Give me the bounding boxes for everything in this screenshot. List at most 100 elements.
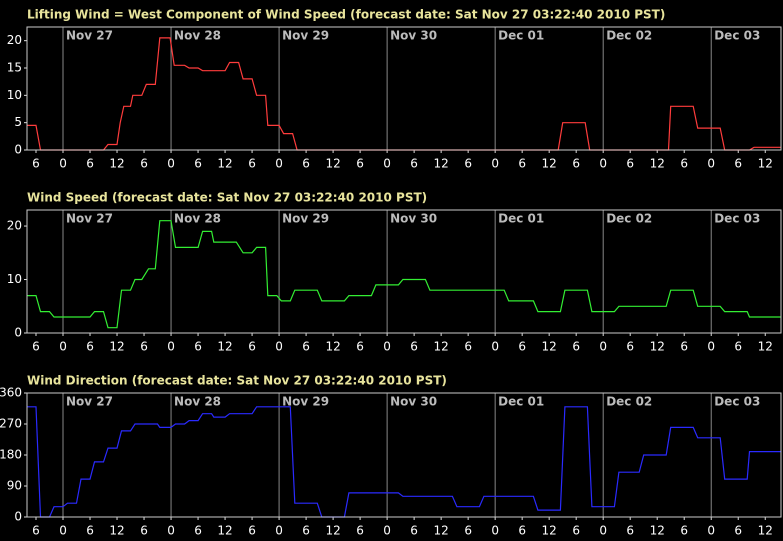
x-tick-label: 12 <box>650 340 665 354</box>
day-label: Dec 03 <box>714 395 760 409</box>
x-tick-label: 0 <box>707 524 715 538</box>
x-tick-label: 12 <box>217 340 232 354</box>
x-tick-label: 0 <box>383 340 391 354</box>
x-tick-label: 12 <box>758 524 773 538</box>
x-tick-label: 6 <box>248 340 256 354</box>
x-tick-label: 12 <box>325 340 340 354</box>
x-tick-label: 12 <box>325 524 340 538</box>
x-tick-label: 6 <box>194 524 202 538</box>
data-line <box>27 406 781 518</box>
y-tick-label: 360 <box>0 386 22 400</box>
x-tick-label: 12 <box>542 524 557 538</box>
x-tick-label: 6 <box>734 524 742 538</box>
x-tick-label: 0 <box>167 157 175 171</box>
x-tick-label: 0 <box>707 157 715 171</box>
x-tick-label: 6 <box>572 340 580 354</box>
y-tick-label: 90 <box>7 479 22 493</box>
y-tick-label: 0 <box>14 510 22 524</box>
x-tick-label: 12 <box>758 340 773 354</box>
x-tick-label: 6 <box>86 340 94 354</box>
x-tick-label: 6 <box>140 524 148 538</box>
x-tick-label: 0 <box>491 340 499 354</box>
plot-frame <box>26 392 782 518</box>
chart-title: Wind Speed (forecast date: Sat Nov 27 03… <box>27 191 427 205</box>
x-tick-label: 6 <box>464 157 472 171</box>
day-label: Nov 27 <box>66 395 113 409</box>
x-tick-label: 6 <box>140 157 148 171</box>
x-tick-label: 0 <box>275 524 283 538</box>
x-tick-label: 12 <box>325 157 340 171</box>
x-tick-label: 6 <box>356 524 364 538</box>
x-tick-label: 6 <box>626 340 634 354</box>
day-label: Nov 29 <box>282 212 329 226</box>
x-tick-label: 6 <box>464 340 472 354</box>
y-tick-label: 0 <box>14 326 22 340</box>
x-tick-label: 0 <box>599 340 607 354</box>
x-tick-label: 0 <box>599 157 607 171</box>
x-tick-label: 12 <box>109 157 124 171</box>
x-tick-label: 6 <box>302 157 310 171</box>
y-tick-label: 10 <box>7 88 22 102</box>
x-tick-label: 6 <box>626 524 634 538</box>
plot-frame <box>26 26 782 151</box>
day-label: Dec 01 <box>498 29 544 43</box>
y-tick-label: 20 <box>7 33 22 47</box>
x-tick-label: 0 <box>491 157 499 171</box>
data-line <box>27 37 781 151</box>
x-tick-label: 6 <box>32 157 40 171</box>
x-tick-label: 6 <box>680 340 688 354</box>
x-tick-label: 6 <box>572 524 580 538</box>
day-label: Nov 30 <box>390 29 437 43</box>
x-tick-label: 6 <box>194 157 202 171</box>
x-tick-label: 6 <box>518 524 526 538</box>
x-tick-label: 6 <box>32 524 40 538</box>
x-tick-label: 6 <box>464 524 472 538</box>
x-tick-label: 0 <box>707 340 715 354</box>
day-label: Dec 02 <box>606 212 652 226</box>
x-tick-label: 6 <box>86 157 94 171</box>
day-label: Dec 02 <box>606 395 652 409</box>
day-label: Nov 28 <box>174 395 221 409</box>
x-tick-label: 6 <box>356 157 364 171</box>
chart-title: Wind Direction (forecast date: Sat Nov 2… <box>27 374 447 388</box>
x-tick-label: 12 <box>650 524 665 538</box>
x-tick-label: 6 <box>86 524 94 538</box>
x-tick-label: 0 <box>275 340 283 354</box>
day-label: Nov 27 <box>66 212 113 226</box>
x-tick-label: 6 <box>734 340 742 354</box>
chart-title: Lifting Wind = West Component of Wind Sp… <box>27 8 665 22</box>
x-tick-label: 0 <box>59 340 67 354</box>
x-tick-label: 0 <box>275 157 283 171</box>
day-label: Nov 29 <box>282 29 329 43</box>
x-tick-label: 6 <box>410 524 418 538</box>
x-tick-label: 6 <box>194 340 202 354</box>
x-tick-label: 12 <box>433 524 448 538</box>
x-tick-label: 6 <box>356 340 364 354</box>
x-tick-label: 6 <box>572 157 580 171</box>
y-tick-label: 20 <box>7 219 22 233</box>
x-tick-label: 0 <box>383 157 391 171</box>
plot-frame <box>26 209 782 334</box>
x-tick-label: 6 <box>680 157 688 171</box>
x-tick-label: 6 <box>32 340 40 354</box>
x-tick-label: 12 <box>542 157 557 171</box>
x-tick-label: 12 <box>109 340 124 354</box>
x-tick-label: 0 <box>491 524 499 538</box>
x-tick-label: 12 <box>109 524 124 538</box>
x-tick-label: 6 <box>626 157 634 171</box>
y-tick-label: 0 <box>14 143 22 157</box>
x-tick-label: 12 <box>542 340 557 354</box>
x-tick-label: 12 <box>433 340 448 354</box>
x-tick-label: 0 <box>599 524 607 538</box>
y-tick-label: 270 <box>0 417 22 431</box>
x-tick-label: 12 <box>433 157 448 171</box>
x-tick-label: 6 <box>248 157 256 171</box>
x-tick-label: 6 <box>518 340 526 354</box>
day-label: Dec 03 <box>714 212 760 226</box>
x-tick-label: 0 <box>59 524 67 538</box>
day-label: Nov 27 <box>66 29 113 43</box>
x-tick-label: 6 <box>680 524 688 538</box>
